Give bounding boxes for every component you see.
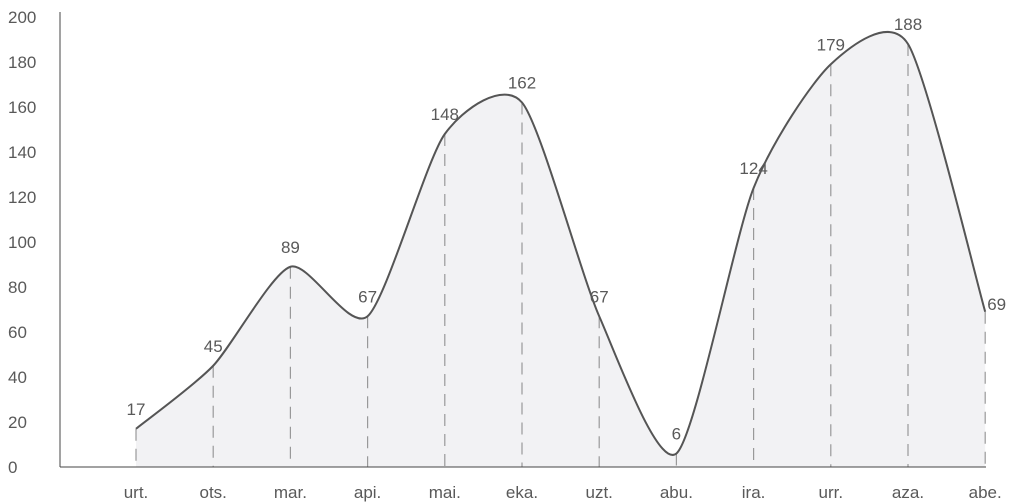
x-tick-label: mar.: [274, 483, 307, 502]
data-label: 148: [431, 105, 459, 124]
x-tick-label: urt.: [124, 483, 149, 502]
y-tick-label: 200: [8, 8, 36, 27]
data-label: 67: [590, 287, 609, 306]
data-label: 188: [894, 15, 922, 34]
data-label: 17: [127, 400, 146, 419]
y-tick-label: 60: [8, 323, 27, 342]
x-tick-label: uzt.: [585, 483, 612, 502]
x-tick-label: eka.: [506, 483, 538, 502]
data-label: 124: [739, 159, 767, 178]
x-axis: urt. ots. mar. api. mai. eka. uzt. abu. ira. urr.…: [60, 466, 1002, 502]
y-axis: 0 20 40 60 80 100 120 140 160 180 200: [8, 8, 61, 477]
data-label: 6: [672, 425, 681, 444]
y-tick-label: 20: [8, 413, 27, 432]
plot-area: [135, 31, 987, 467]
x-tick-label: ots.: [199, 483, 226, 502]
y-tick-label: 80: [8, 278, 27, 297]
series-area: [136, 32, 986, 467]
y-tick-label: 180: [8, 53, 36, 72]
x-tick-label: api.: [354, 483, 381, 502]
x-tick-label: urr.: [819, 483, 844, 502]
data-label: 89: [281, 238, 300, 257]
y-tick-label: 160: [8, 98, 36, 117]
y-tick-label: 120: [8, 188, 36, 207]
x-tick-label: aza.: [892, 483, 924, 502]
y-tick-label: 40: [8, 368, 27, 387]
data-labels: 17 45 89 67 148 162 67 6 124 179 188 69: [127, 15, 1007, 444]
y-tick-label: 100: [8, 233, 36, 252]
data-label: 45: [204, 337, 223, 356]
data-label: 162: [508, 74, 536, 93]
data-label: 179: [817, 35, 845, 54]
x-tick-label: abe.: [969, 483, 1002, 502]
x-tick-label: abu.: [660, 483, 693, 502]
x-tick-label: ira.: [742, 483, 766, 502]
y-tick-label: 0: [8, 458, 17, 477]
y-tick-label: 140: [8, 143, 36, 162]
x-tick-label: mai.: [429, 483, 461, 502]
data-label: 69: [987, 295, 1006, 314]
data-label: 67: [358, 287, 377, 306]
series-line: [135, 31, 987, 456]
